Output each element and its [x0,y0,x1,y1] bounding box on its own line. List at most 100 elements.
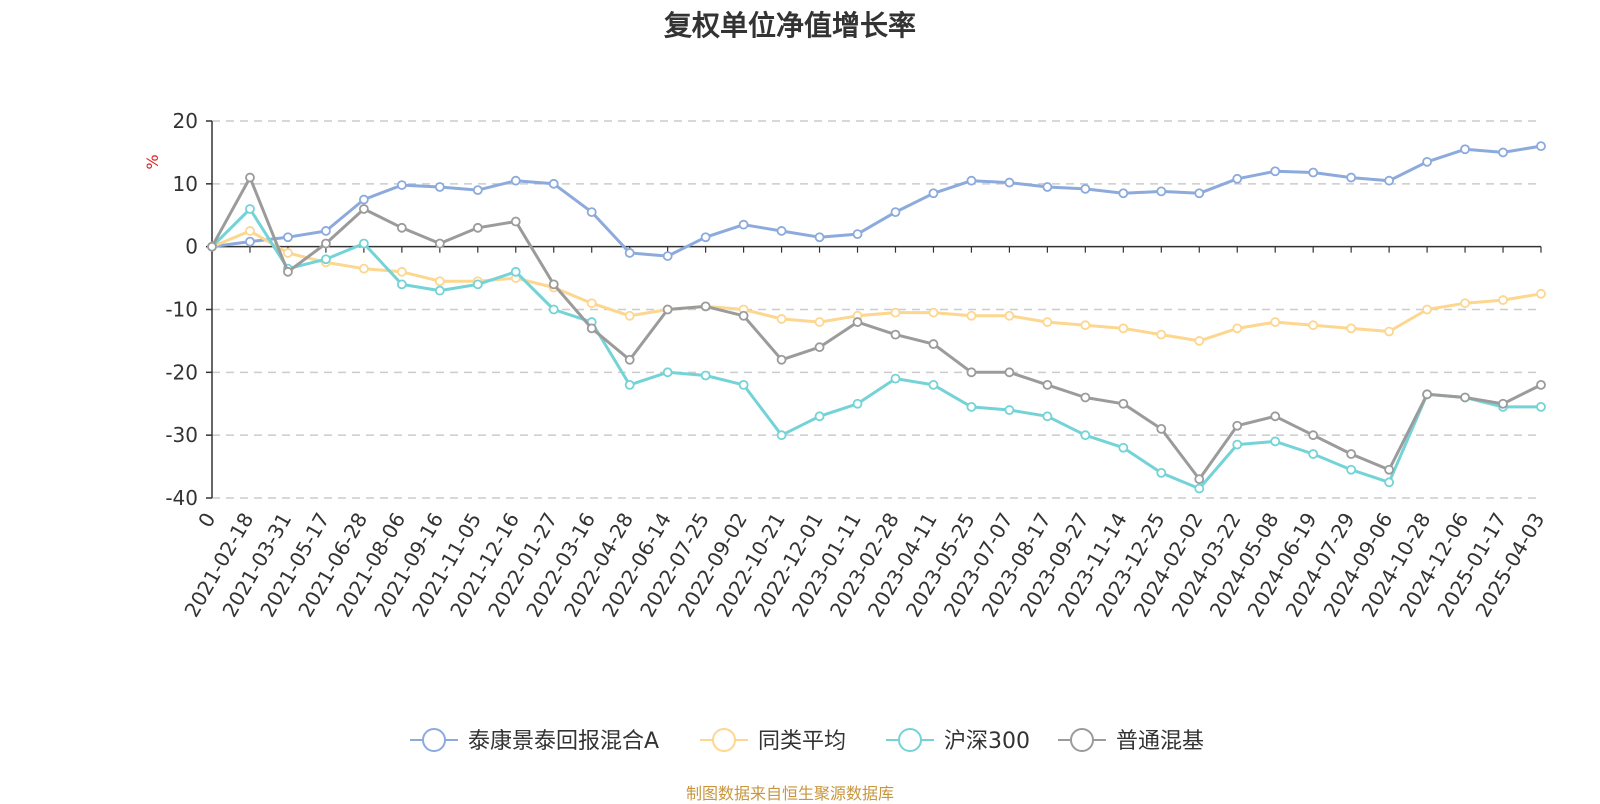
data-point [928,307,939,318]
data-point [1270,166,1281,177]
legend-label: 泰康景泰回报混合A [468,729,659,754]
data-point [1346,464,1357,475]
legend[interactable]: 泰康景泰回报混合A 同类平均 沪深300 普通混基 [410,728,1204,754]
data-point [966,367,977,378]
data-point [1042,182,1053,192]
source-note: 制图数据来自恒生聚源数据库 [685,784,894,803]
data-point [1384,477,1395,488]
data-point [548,304,559,315]
data-point [1194,188,1205,199]
data-point [852,229,863,240]
data-point [1118,323,1129,334]
legend-item[interactable]: 普通混基 [1058,728,1204,754]
data-point [928,339,939,349]
data-point [1422,304,1432,315]
data-point [548,178,559,189]
series-line [211,229,1542,343]
data-point [283,232,293,243]
y-tick-label: 10 [173,172,198,196]
data-point [245,172,255,183]
data-point [852,398,863,409]
data-point [1498,147,1508,158]
data-point [1270,411,1281,422]
data-point [1232,173,1243,184]
gridlines [212,120,1541,499]
y-tick-label: -20 [165,360,198,384]
data-point [510,175,521,186]
chart-title: 复权单位净值增长率 [663,9,916,42]
legend-item[interactable]: 泰康景泰回报混合A [410,728,659,754]
data-point [1308,430,1319,441]
data-point [928,188,939,199]
data-point [321,254,331,265]
data-point [776,430,787,441]
data-point [1536,401,1546,412]
data-point [1118,398,1129,409]
data-point [1422,389,1432,400]
data-point [245,236,255,247]
data-point [1118,188,1129,199]
legend-item[interactable]: 同类平均 [700,728,846,754]
data-point [776,226,787,236]
data-point [852,317,863,327]
data-point [283,248,293,258]
data-point [624,248,635,258]
data-point [662,304,673,315]
data-point [1004,177,1015,188]
legend-label: 同类平均 [758,729,846,754]
data-point [700,232,711,243]
data-point [358,194,369,205]
data-point [1194,474,1205,485]
legend-marker [422,728,446,752]
x-tick-label: 0 [193,509,220,532]
data-point [510,266,521,277]
data-point [928,379,939,390]
series-line [210,207,1541,491]
data-point [1346,172,1357,183]
data-point [966,175,977,186]
data-point [738,379,749,390]
data-point [1080,183,1091,194]
data-point [434,182,445,192]
legend-item[interactable]: 沪深300 [886,728,1030,754]
data-point [1194,483,1205,494]
data-point [510,216,521,227]
data-point [472,279,483,290]
data-point [1232,420,1243,431]
data-point [814,342,825,353]
data-point [586,298,597,309]
line-chart: 20100-10-20-30-40%02021-02-182021-03-312… [143,109,1549,754]
data-point [1080,430,1091,441]
series-line [211,144,1542,258]
data-point [1308,449,1319,459]
data-point [1042,411,1053,422]
data-point [1156,329,1167,340]
data-point [434,238,445,249]
series-line [210,176,1542,481]
data-point [321,238,331,249]
data-point [1308,320,1319,331]
data-point [396,279,407,290]
data-point [1536,288,1546,299]
legend-marker [1070,728,1094,752]
data-point [245,204,255,214]
data-point [624,354,635,365]
data-point [1460,298,1470,309]
data-point [586,207,597,218]
data-point [358,204,369,214]
data-point [1004,367,1015,378]
y-tick-label: -40 [165,486,198,510]
data-point [1384,464,1395,475]
data-point [1042,317,1053,327]
data-point [472,222,483,233]
data-point [245,226,255,236]
data-point [738,310,749,321]
data-point [396,180,407,190]
data-point [434,276,445,287]
data-point [776,314,787,324]
data-point [358,263,369,274]
data-point [1232,323,1243,334]
data-point [1118,442,1129,453]
data-point [1232,439,1243,450]
axes: 20100-10-20-30-40%02021-02-182021-03-312… [143,109,1549,621]
